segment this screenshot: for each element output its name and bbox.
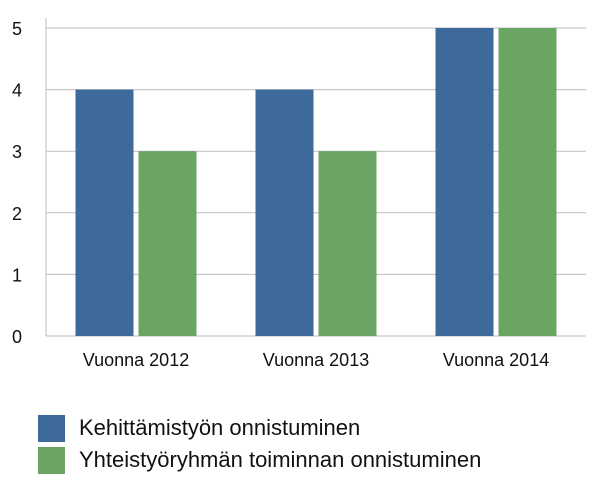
legend-label-series-1: Kehittämistyön onnistuminen: [79, 415, 361, 440]
y-tick-label-3: 3: [12, 142, 22, 162]
axes: 0 1 2 3 4 5 Vuonna 2012 Vuonna 2013 Vuonna 2014: [12, 18, 549, 370]
x-tick-label-2: Vuonna 2013: [263, 350, 369, 370]
bar-series-2-3: [498, 28, 557, 336]
x-tick-label-3: Vuonna 2014: [443, 350, 549, 370]
y-tick-label-2: 2: [12, 204, 22, 224]
bar-series-1-1: [75, 89, 134, 336]
y-tick-label-5: 5: [12, 19, 22, 39]
x-tick-label-1: Vuonna 2012: [83, 350, 189, 370]
y-tick-label-0: 0: [12, 327, 22, 347]
legend-item-series-1: Kehittämistyön onnistuminen: [38, 412, 481, 444]
bar-series-2-2: [318, 151, 377, 336]
bar-series-1-2: [255, 89, 314, 336]
bars: [75, 28, 557, 336]
legend: Kehittämistyön onnistuminen Yhteistyöryh…: [38, 412, 481, 476]
bar-series-2-1: [138, 151, 197, 336]
y-tick-label-4: 4: [12, 81, 22, 101]
y-tick-label-1: 1: [12, 265, 22, 285]
legend-label-series-2: Yhteistyöryhmän toiminnan onnistuminen: [79, 447, 482, 472]
bar-chart: 0 1 2 3 4 5 Vuonna 2012 Vuonna 2013 Vuonna 2014: [12, 18, 586, 370]
bar-series-1-3: [435, 28, 494, 336]
legend-swatch-series-2: [38, 446, 65, 474]
legend-item-series-2: Yhteistyöryhmän toiminnan onnistuminen: [38, 444, 481, 476]
grid-lines: [46, 27, 586, 337]
legend-swatch-series-1: [38, 414, 65, 442]
